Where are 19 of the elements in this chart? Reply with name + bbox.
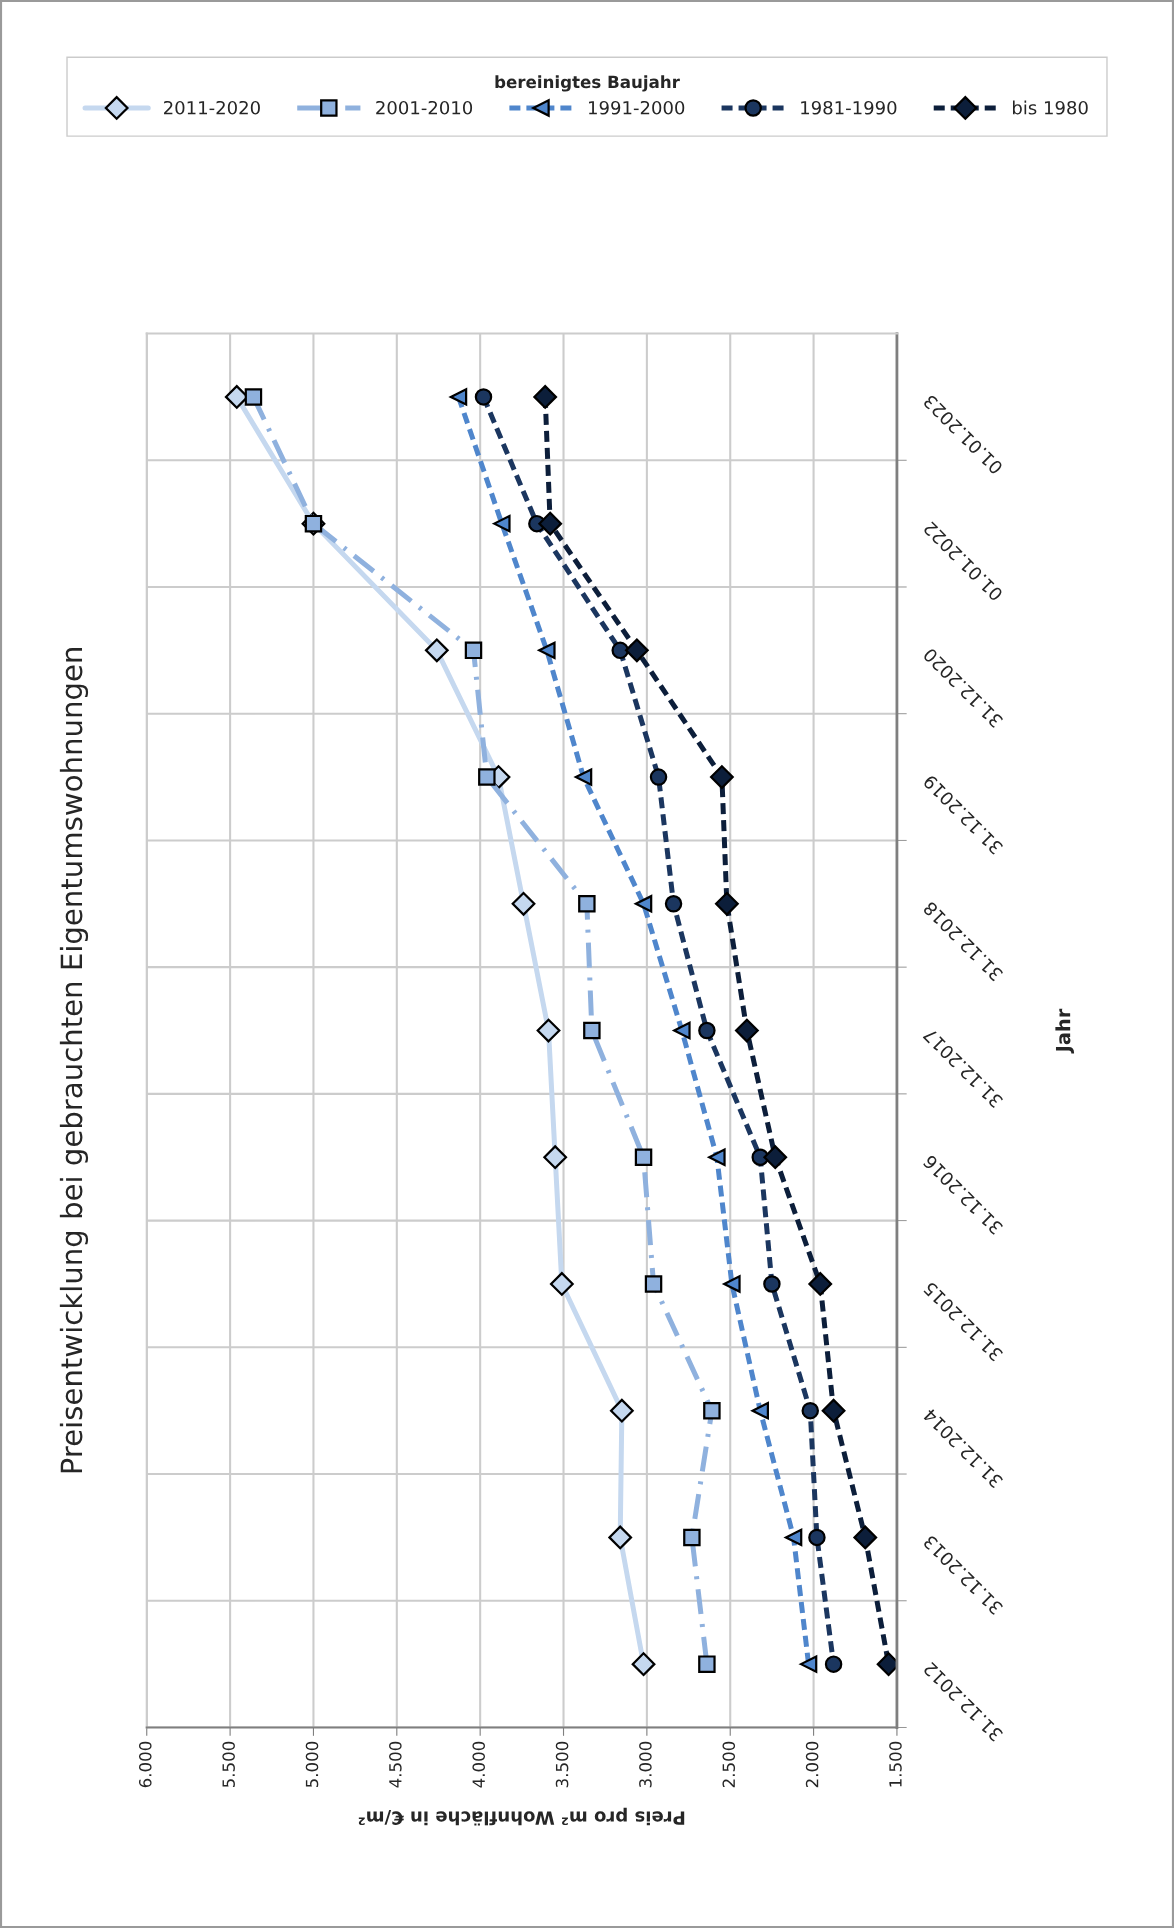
- legend-label: 2001-2010: [376, 100, 473, 115]
- x-tick-label: 6.000: [138, 1741, 152, 1788]
- text: Preisentwicklung bei gebrauchten Eigentumswohnungen: [59, 648, 89, 1473]
- x-tick-label: 1.500: [889, 1741, 902, 1787]
- legend-label: bis 1980: [1013, 100, 1088, 115]
- x-tick-label: 2.500: [722, 1741, 736, 1788]
- x-tick-label: 4.500: [389, 1741, 402, 1788]
- legend-label: 1991-2000: [589, 100, 685, 115]
- x-tick-label: 5.500: [222, 1741, 235, 1788]
- x-tick-label: 5.000: [305, 1741, 319, 1788]
- x-tick-label: 3.500: [555, 1741, 569, 1788]
- y-axis-title: Jahr: [1055, 1008, 1075, 1054]
- x-tick-label: 2.000: [805, 1741, 819, 1788]
- legend-title: bereinigtes Baujahr: [495, 75, 680, 92]
- legend-label: 1981-1990: [801, 100, 897, 115]
- x-tick-label: 3.000: [639, 1741, 652, 1788]
- legend-label: 2011-2020: [164, 100, 260, 115]
- x-tick-label: 4.000: [472, 1741, 485, 1788]
- x-axis-title: Preis pro m² Wohnfläche in €/m²: [358, 1807, 685, 1826]
